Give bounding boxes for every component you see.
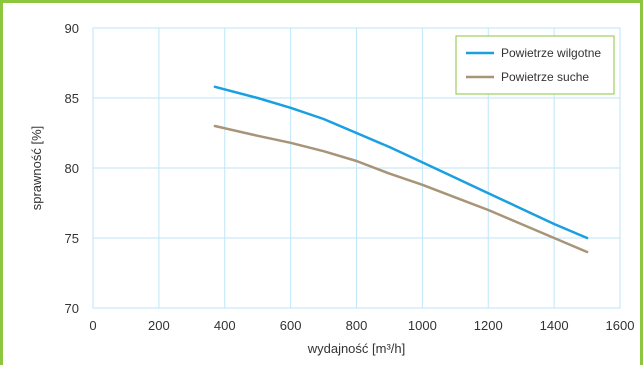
y-tick-label: 90 [65, 21, 79, 36]
x-tick-label: 1600 [606, 318, 635, 333]
x-tick-label: 1200 [474, 318, 503, 333]
x-tick-label: 800 [346, 318, 368, 333]
legend-label: Powietrze suche [501, 70, 589, 84]
legend: Powietrze wilgotne Powietrze suche [455, 35, 615, 95]
x-axis-title: wydajność [m³/h] [307, 341, 406, 356]
x-tick-label: 200 [148, 318, 170, 333]
plot-border [92, 27, 621, 309]
legend-label: Powietrze wilgotne [501, 46, 601, 60]
legend-box [455, 35, 615, 95]
series-line-2 [213, 124, 589, 254]
x-tick-label: 1000 [408, 318, 437, 333]
x-tick-label: 400 [214, 318, 236, 333]
tick-labels: 0 200 400 600 800 1000 1200 1400 1600 70 75 80 85 90 [65, 21, 635, 333]
axes [92, 27, 621, 309]
y-tick-label: 80 [65, 161, 79, 176]
y-axis-title: sprawność [%] [29, 126, 44, 211]
series-line-1 [213, 85, 589, 240]
series-layer [213, 85, 589, 254]
x-tick-label: 1400 [540, 318, 569, 333]
x-tick-label: 0 [89, 318, 96, 333]
y-tick-label: 75 [65, 231, 79, 246]
x-tick-label: 600 [280, 318, 302, 333]
y-tick-label: 85 [65, 91, 79, 106]
efficiency-line-chart: 0 200 400 600 800 1000 1200 1400 16007075808590 … [29, 21, 635, 356]
y-tick-label: 70 [65, 301, 79, 316]
